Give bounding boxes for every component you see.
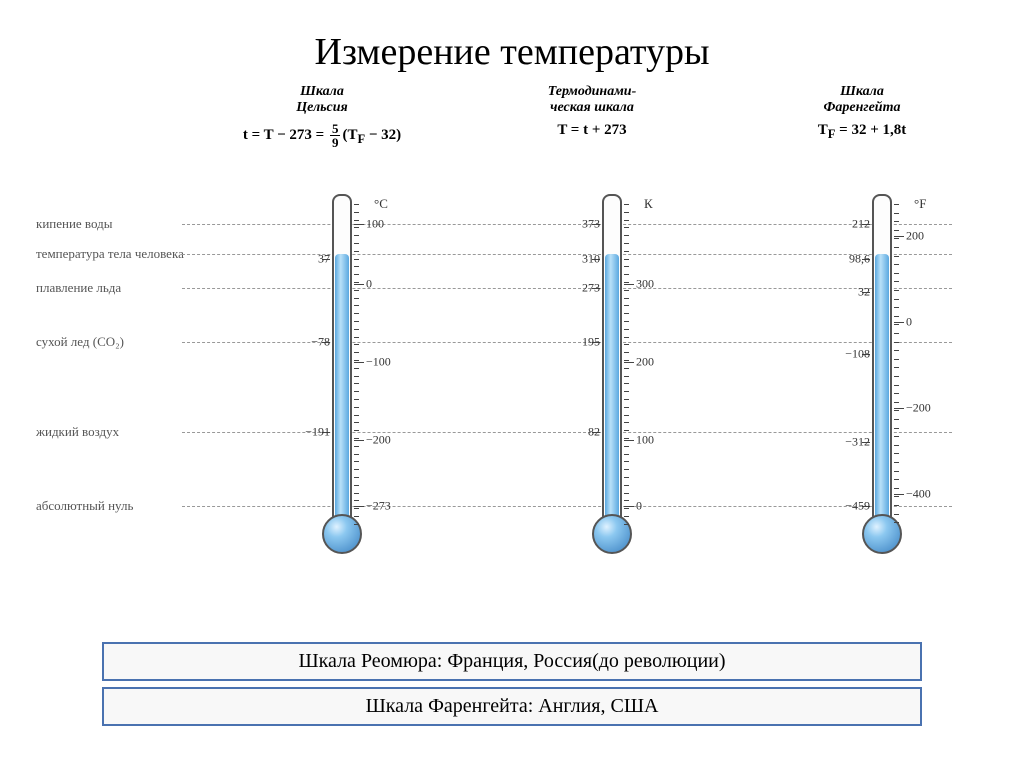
tick-label: 100 [636, 433, 654, 448]
page-title: Измерение температуры [0, 0, 1024, 84]
unit-label: °F [914, 196, 926, 212]
tick-label-left: 32 [858, 285, 870, 300]
tick-label: 0 [906, 315, 912, 330]
tick-label-left: 310 [582, 252, 600, 267]
scale-header-fahrenheit: ШкалаФаренгейтаTF = 32 + 1,8t [752, 84, 972, 142]
tick-label: 0 [636, 499, 642, 514]
footer-boxes: Шкала Реомюра: Франция, Россия(до револю… [102, 642, 922, 726]
tick-label-left: 273 [582, 281, 600, 296]
footer-reaumur: Шкала Реомюра: Франция, Россия(до револю… [102, 642, 922, 681]
reference-label: плавление льда [36, 281, 121, 295]
thermometer-bulb [862, 514, 902, 554]
tick-label-left: 212 [852, 217, 870, 232]
reference-label: кипение воды [36, 217, 112, 231]
tick-label-left: 98,6 [849, 252, 870, 267]
reference-label: сухой лед (СО₂) [36, 335, 124, 349]
tick-label-left: 82 [588, 425, 600, 440]
tick-label-left: −459 [845, 499, 870, 514]
thermometer-fahrenheit: °F 200 0 −200 −400 212 98,6 32 −108 −312 −459 [822, 194, 942, 554]
tick-label-left: 373 [582, 217, 600, 232]
thermometer-liquid [335, 254, 349, 534]
tick-label: −100 [366, 355, 391, 370]
tick [894, 408, 904, 409]
tick-label: −400 [906, 487, 931, 502]
tick [624, 362, 634, 363]
tick-label-left: −108 [845, 347, 870, 362]
tick-label-left: 37 [318, 252, 330, 267]
tick [354, 440, 364, 441]
unit-label: °C [374, 196, 388, 212]
thermometer-bulb [592, 514, 632, 554]
footer-fahrenheit: Шкала Фаренгейта: Англия, США [102, 687, 922, 726]
tick [894, 322, 904, 323]
tick [354, 362, 364, 363]
tick [624, 506, 634, 507]
reference-label: абсолютный нуль [36, 499, 133, 513]
tick [354, 506, 364, 507]
reference-label: жидкий воздух [36, 425, 119, 439]
unit-label: К [644, 196, 653, 212]
thermometer-bulb [322, 514, 362, 554]
tick [894, 236, 904, 237]
reference-label: температура тела человека [36, 247, 184, 261]
thermometer-celsius: °C 100 0 −100 −200 −273 37 −78 −191 [282, 194, 402, 554]
tick-label-left: −191 [305, 425, 330, 440]
tick [354, 284, 364, 285]
tick-label-left: −312 [845, 435, 870, 450]
diagram-area: кипение воды температура тела человека пла… [32, 84, 992, 634]
tick [894, 494, 904, 495]
tick-label: 200 [906, 229, 924, 244]
tick-label: 200 [636, 355, 654, 370]
tick-label: 300 [636, 277, 654, 292]
thermometer-liquid [875, 254, 889, 534]
tick-label: 0 [366, 277, 372, 292]
tick-label: 100 [366, 217, 384, 232]
scale-header-kelvin: Термодинами-ческая шкалаT = t + 273 [482, 84, 702, 139]
thermometer-liquid [605, 254, 619, 534]
tick-label-left: 195 [582, 335, 600, 350]
tick-label-left: −78 [311, 335, 330, 350]
scale-header-celsius: ШкалаЦельсияt = T − 273 = 59(TF − 32) [212, 84, 432, 149]
tick-label: −200 [366, 433, 391, 448]
tick [624, 284, 634, 285]
thermometer-kelvin: К 300 200 100 0 373 310 273 195 82 [552, 194, 672, 554]
tick-label: −273 [366, 499, 391, 514]
tick [624, 440, 634, 441]
tick [354, 224, 364, 225]
tick-label: −200 [906, 401, 931, 416]
